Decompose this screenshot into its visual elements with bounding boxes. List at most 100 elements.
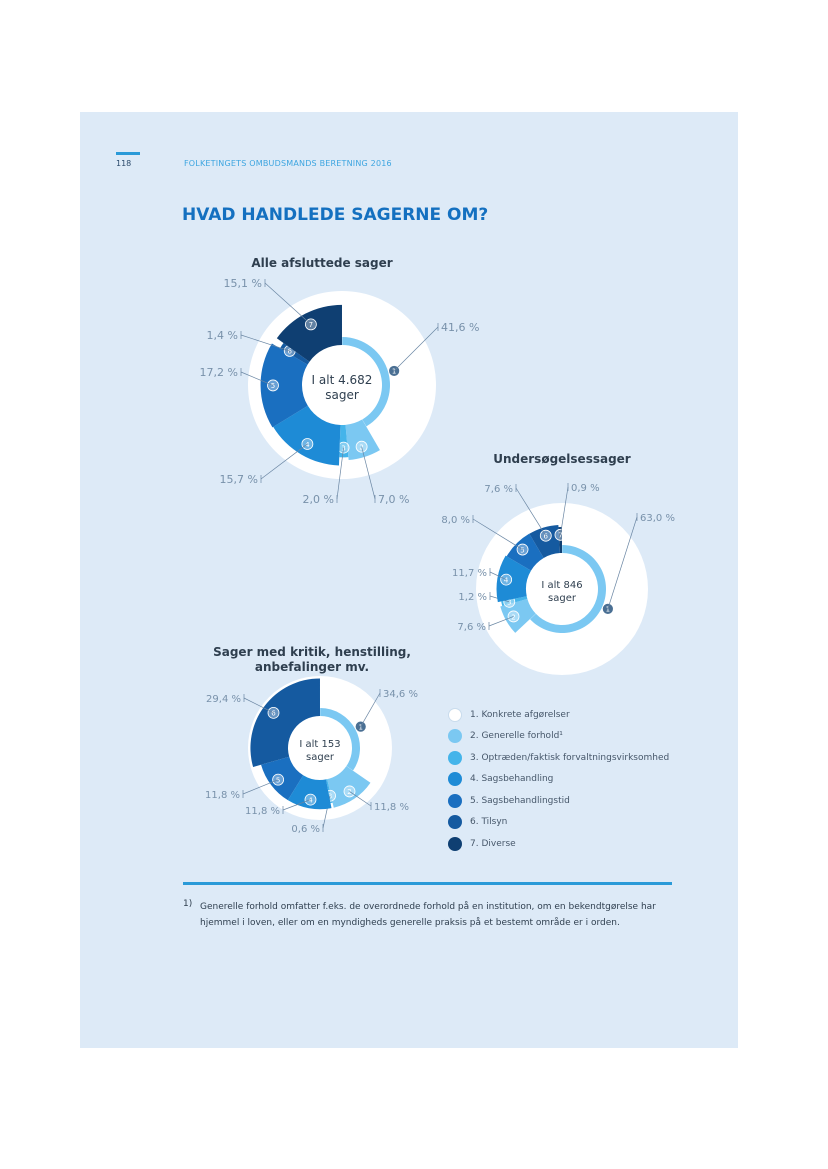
leader-line bbox=[264, 282, 312, 325]
donut-slice-2 bbox=[345, 419, 380, 461]
donut-slice-3 bbox=[326, 779, 333, 804]
chart-3-title: Sager med kritik, henstilling, anbefalin… bbox=[212, 645, 412, 675]
legend-label: 1. Konkrete afgørelser bbox=[470, 709, 570, 720]
donut-slice-1 bbox=[342, 337, 391, 427]
slice-label: 1,4 % bbox=[207, 329, 238, 342]
slice-label: 11,8 % bbox=[205, 790, 240, 801]
leader-line bbox=[242, 779, 279, 795]
slice-label: 0,6 % bbox=[291, 824, 320, 835]
donut-slice-3 bbox=[501, 596, 528, 606]
legend-swatch bbox=[448, 793, 462, 808]
donut-hole bbox=[290, 718, 350, 778]
leader-line bbox=[336, 447, 344, 500]
slice-label: 1,2 % bbox=[458, 592, 487, 603]
footnote-rule bbox=[183, 882, 672, 885]
legend-item: 7. Diverse bbox=[448, 833, 669, 855]
slice-marker-number: 5 bbox=[520, 546, 524, 554]
center-total: I alt 153 bbox=[299, 739, 340, 750]
leader-line bbox=[360, 692, 381, 727]
legend-item: 6. Tilsyn bbox=[448, 812, 669, 834]
legend-swatch bbox=[448, 707, 462, 722]
page-title: HVAD HANDLEDE SAGERNE OM? bbox=[182, 205, 489, 225]
slice-marker-number: 5 bbox=[276, 776, 280, 784]
legend-swatch bbox=[448, 815, 462, 830]
donut-hole bbox=[304, 347, 380, 423]
slice-label: 17,2 % bbox=[200, 366, 238, 379]
donut-slice-4 bbox=[273, 405, 341, 466]
slice-label: 2,0 % bbox=[303, 493, 334, 506]
slice-marker-number: 1 bbox=[392, 368, 396, 376]
running-title: FOLKETINGETS OMBUDSMANDS BERETNING 2016 bbox=[184, 159, 392, 168]
donut-slice-1 bbox=[530, 545, 606, 634]
center-unit: sager bbox=[306, 752, 335, 763]
legend-label: 6. Tilsyn bbox=[470, 817, 508, 828]
leader-line bbox=[607, 516, 638, 609]
slice-marker-number: 7 bbox=[558, 532, 562, 540]
slice-marker-number: 6 bbox=[544, 533, 549, 541]
slice-label: 34,6 % bbox=[383, 689, 418, 700]
leader-line bbox=[361, 446, 376, 500]
slice-marker-number: 6 bbox=[271, 710, 276, 718]
chart-3-title-line1: Sager med kritik, henstilling, bbox=[213, 645, 411, 659]
center-total: I alt 4.682 bbox=[312, 373, 373, 387]
legend-item: 3. Optræden/faktisk forvaltningsvirksomh… bbox=[448, 747, 669, 769]
slice-label: 15,7 % bbox=[220, 473, 258, 486]
leader-line bbox=[240, 371, 274, 386]
slice-label: 63,0 % bbox=[640, 513, 675, 524]
legend-label: 2. Generelle forhold¹ bbox=[470, 731, 563, 742]
slice-label: 11,7 % bbox=[452, 568, 487, 579]
legend-label: 7. Diverse bbox=[470, 838, 516, 849]
center-unit: sager bbox=[325, 388, 359, 402]
slice-marker-number: 5 bbox=[271, 382, 275, 390]
leader-line bbox=[240, 334, 290, 352]
slice-marker-number: 7 bbox=[309, 321, 313, 329]
donut-slice-4 bbox=[287, 775, 332, 810]
leader-line bbox=[560, 486, 569, 535]
legend: 1. Konkrete afgørelser 2. Generelle forh… bbox=[448, 704, 669, 855]
donut-hole bbox=[528, 555, 596, 623]
slice-marker-number: 6 bbox=[288, 348, 293, 356]
legend-item: 1. Konkrete afgørelser bbox=[448, 704, 669, 726]
footnote-number: 1) bbox=[183, 899, 193, 909]
legend-swatch bbox=[448, 729, 462, 744]
donut-slice-3 bbox=[339, 424, 349, 458]
legend-item: 5. Sagsbehandlingstid bbox=[448, 790, 669, 812]
center-unit: sager bbox=[548, 593, 577, 604]
chart-1-title: Alle afsluttede sager bbox=[251, 256, 393, 270]
slice-label: 7,6 % bbox=[484, 484, 513, 495]
chart-3-title-line2: anbefalinger mv. bbox=[254, 660, 370, 674]
leader-line bbox=[472, 518, 523, 550]
legend-item: 4. Sagsbehandling bbox=[448, 769, 669, 791]
leader-line bbox=[489, 571, 507, 580]
leader-line bbox=[515, 487, 547, 536]
slice-marker-number: 4 bbox=[308, 796, 313, 804]
slice-marker-number: 4 bbox=[305, 441, 310, 449]
slice-marker-number: 1 bbox=[606, 606, 610, 614]
slice-label: 41,6 % bbox=[441, 321, 479, 334]
slice-label: 7,6 % bbox=[457, 622, 486, 633]
leader-line bbox=[282, 799, 311, 811]
donut-slice-5 bbox=[506, 533, 544, 571]
legend-swatch bbox=[448, 750, 462, 765]
legend-swatch bbox=[448, 772, 462, 787]
legend-label: 3. Optræden/faktisk forvaltningsvirksomh… bbox=[470, 752, 670, 763]
slice-marker-number: 2 bbox=[347, 788, 351, 796]
footnote-text: Generelle forhold omfatter f.eks. de ove… bbox=[200, 902, 656, 928]
donut-slice-4 bbox=[496, 555, 532, 603]
slice-label: 11,8 % bbox=[374, 802, 409, 813]
donut-slice-6 bbox=[250, 678, 320, 767]
slice-label: 29,4 % bbox=[206, 694, 241, 705]
legend-label: 5. Sagsbehandlingstid bbox=[470, 795, 570, 806]
leader-line bbox=[488, 616, 514, 627]
donut-slice-2 bbox=[327, 766, 371, 808]
chart-2-title: Undersøgelsessager bbox=[493, 452, 631, 466]
slice-label: 11,8 % bbox=[245, 806, 280, 817]
donut-slice-5 bbox=[260, 343, 308, 428]
legend-label: 4. Sagsbehandling bbox=[470, 774, 554, 785]
donut-slice-7 bbox=[276, 304, 342, 362]
slice-marker-number: 4 bbox=[504, 576, 509, 584]
donut-slice-5 bbox=[261, 756, 304, 801]
donut-slice-1 bbox=[320, 708, 360, 771]
leader-line bbox=[243, 697, 274, 714]
